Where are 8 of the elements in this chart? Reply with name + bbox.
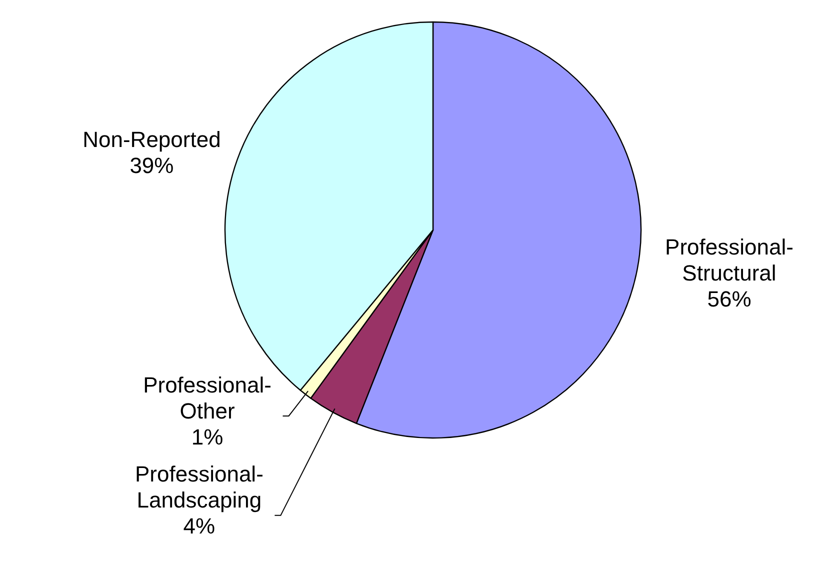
data-label: 4% <box>183 513 216 538</box>
slice-label: Professional-Other <box>143 372 272 424</box>
data-label: 1% <box>191 424 224 450</box>
data-label: 39% <box>130 153 174 178</box>
slice-label: Non-Reported <box>82 127 221 152</box>
slice-label: Professional-Structural <box>665 234 794 286</box>
slice-label: Professional-Landscaping <box>135 462 264 512</box>
data-label: 56% <box>707 286 752 312</box>
